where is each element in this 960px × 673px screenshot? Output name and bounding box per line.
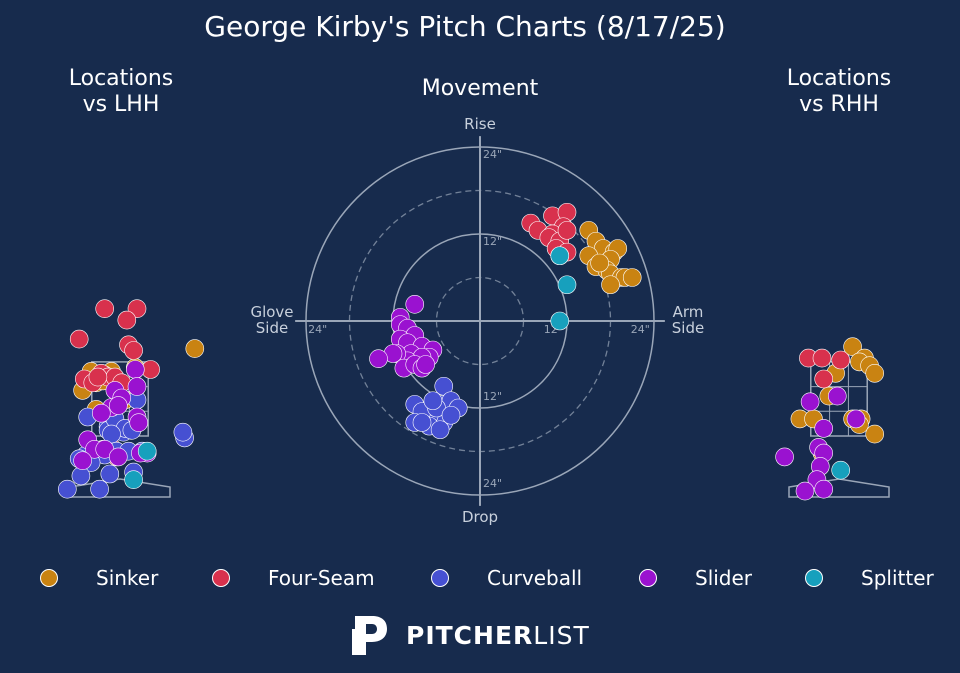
legend-swatch-sinker <box>40 569 58 587</box>
lhh-point-four-seam <box>95 299 114 319</box>
movement-panel-title: Movement <box>380 76 580 102</box>
lhh-point-slider <box>73 451 92 471</box>
lhh-panel-title-text: Locations vs LHH <box>68 66 174 117</box>
rhh-point-four-seam <box>812 348 832 368</box>
lhh-point-curveball <box>173 422 193 442</box>
movement-point-four-seam <box>557 221 577 240</box>
movement-tick-12-bottom: 12" <box>483 390 502 403</box>
lhh-point-curveball <box>100 464 120 484</box>
lhh-point-curveball <box>58 479 77 499</box>
logo-text-light: LIST <box>533 620 590 650</box>
legend-item-four-seam: Four-Seam <box>212 560 375 596</box>
movement-point-sinker <box>590 253 609 273</box>
rhh-point-slider <box>775 447 794 467</box>
rhh-point-slider <box>827 386 847 406</box>
legend: Sinker Four-Seam Curveball Slider Splitt… <box>0 560 960 596</box>
rhh-panel-title: Locations vs RHH <box>754 66 924 118</box>
movement-point-splitter <box>550 311 570 331</box>
legend-item-slider: Slider <box>639 560 752 596</box>
lhh-point-four-seam <box>124 341 143 360</box>
lhh-point-splitter <box>137 441 157 461</box>
rhh-point-sinker <box>865 363 885 383</box>
lhh-point-slider <box>129 413 148 433</box>
movement-label-drop: Drop <box>462 508 498 526</box>
pitcherlist-wordmark: PITCHERLIST <box>406 621 590 650</box>
movement-tick-24-right: 24" <box>631 323 650 336</box>
movement-label-rise: Rise <box>464 115 496 133</box>
lhh-point-splitter <box>124 470 143 490</box>
movement-point-splitter <box>550 246 570 266</box>
rhh-panel-title-text: Locations vs RHH <box>786 66 892 117</box>
lhh-point-slider <box>109 396 128 415</box>
figure-title: George Kirby's Pitch Charts (8/17/25) <box>204 10 726 43</box>
movement-point-curveball <box>430 420 450 440</box>
movement-tick-24-top: 24" <box>483 148 502 161</box>
legend-label-curveball: Curveball <box>487 566 583 590</box>
legend-swatch-splitter <box>805 569 823 587</box>
legend-label-slider: Slider <box>695 566 753 590</box>
movement-point-curveball <box>441 405 461 425</box>
lhh-point-four-seam <box>69 329 89 349</box>
movement-point-slider <box>369 349 388 369</box>
rhh-home-plate <box>788 478 890 498</box>
movement-point-splitter <box>557 275 577 295</box>
movement-point-sinker <box>622 268 642 287</box>
movement-point-slider <box>416 355 435 374</box>
movement-tick-24-left: 24" <box>308 323 327 336</box>
legend-swatch-slider <box>639 569 657 587</box>
lhh-point-slider <box>126 360 145 379</box>
legend-swatch-four-seam <box>212 569 230 587</box>
movement-tick-12-top: 12" <box>483 235 502 248</box>
legend-label-splitter: Splitter <box>861 566 934 590</box>
rhh-point-slider <box>800 392 820 412</box>
lhh-panel-title: Locations vs LHH <box>36 66 206 118</box>
legend-item-sinker: Sinker <box>40 560 158 596</box>
movement-point-sinker <box>601 275 620 295</box>
rhh-point-slider <box>846 409 866 429</box>
charts-svg: Rise Drop Glove Side Arm Side 24" 12" 12" 24" 24" 2… <box>58 115 890 526</box>
movement-panel-title-text: Movement <box>421 76 539 101</box>
legend-swatch-curveball <box>431 569 449 587</box>
lhh-point-sinker <box>185 339 205 358</box>
rhh-point-splitter <box>831 460 851 480</box>
movement-label-glove-side: Glove Side <box>250 303 293 337</box>
pitcherlist-p-icon <box>352 616 387 655</box>
movement-label-arm-side: Arm Side <box>672 303 704 337</box>
movement-point-curveball <box>412 413 432 432</box>
legend-item-curveball: Curveball <box>431 560 582 596</box>
lhh-point-slider <box>109 447 128 467</box>
lhh-point-slider <box>92 403 111 423</box>
movement-tick-24-bottom: 24" <box>483 477 502 490</box>
rhh-point-four-seam <box>814 369 834 389</box>
lhh-point-curveball <box>90 479 109 499</box>
rhh-point-slider <box>795 481 815 501</box>
legend-label-sinker: Sinker <box>96 566 159 590</box>
movement-point-curveball <box>423 391 443 411</box>
movement-point-slider <box>405 295 425 314</box>
lhh-point-slider <box>127 377 147 396</box>
rhh-point-slider <box>814 419 834 438</box>
rhh-point-four-seam <box>831 350 851 370</box>
legend-item-splitter: Splitter <box>805 560 934 596</box>
pitcherlist-logo: PITCHERLIST <box>352 612 590 658</box>
rhh-point-sinker <box>865 424 885 444</box>
logo-text-bold: PITCHER <box>406 620 534 650</box>
lhh-point-four-seam <box>88 367 108 387</box>
lhh-point-four-seam <box>117 310 137 330</box>
rhh-point-slider <box>814 479 834 499</box>
legend-label-four-seam: Four-Seam <box>268 566 375 590</box>
